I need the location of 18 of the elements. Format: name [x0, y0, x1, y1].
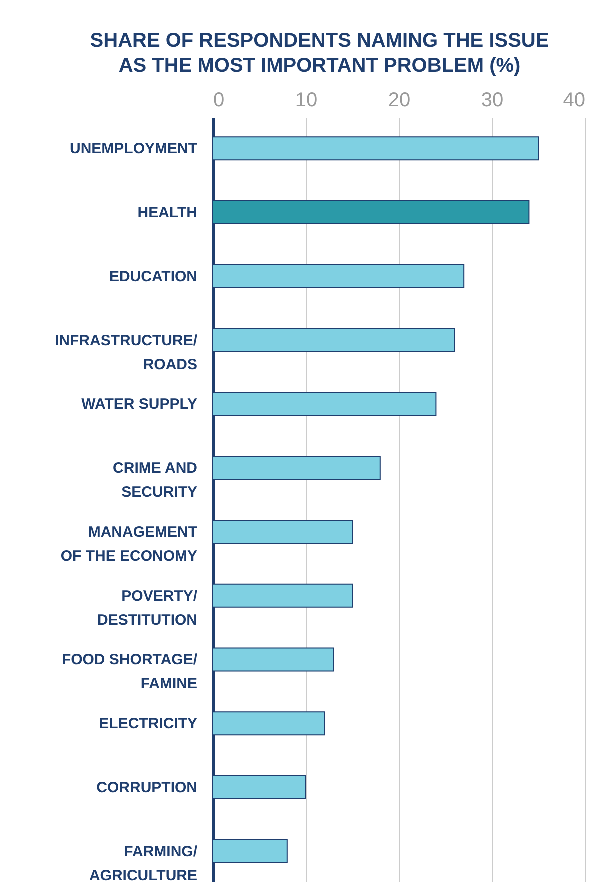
y-tick-label: ELECTRICITY — [99, 716, 198, 733]
x-tick-label: 30 — [481, 90, 504, 112]
x-tick-label: 20 — [388, 90, 411, 112]
y-tick-label: MANAGEMENT OF THE ECONOMY — [60, 524, 198, 565]
y-tick-label: WATER SUPPLY — [82, 396, 198, 414]
y-tick-label: FOOD SHORTAGE/ FAMINE — [62, 652, 198, 693]
x-tick-label: 10 — [295, 90, 318, 112]
y-tick-label: CRIME AND SECURITY — [113, 460, 198, 502]
x-tick-label: 40 — [563, 90, 586, 112]
y-tick-label: POVERTY/ DESTITUTION — [98, 588, 198, 629]
y-tick-label: EDUCATION — [109, 268, 198, 286]
chart-title: SHARE OF RESPONDENTS NAMING THE ISSUE AS THE MOST IMPORTANT PROBLEM (%) — [90, 30, 550, 77]
y-tick-label: INFRASTRUCTURE/ ROADS — [55, 332, 198, 374]
y-tick-label: CORRUPTION — [96, 779, 198, 796]
x-tick-label: 0 — [214, 90, 225, 112]
y-tick-label: FARMING/ AGRICULTURE — [89, 843, 198, 882]
y-tick-label: UNEMPLOYMENT — [70, 140, 198, 158]
y-tick-label: HEALTH — [138, 204, 198, 222]
